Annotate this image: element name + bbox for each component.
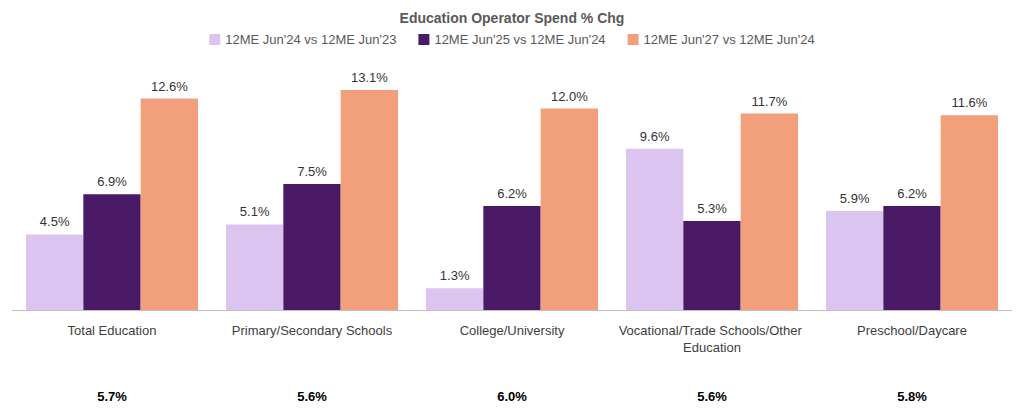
svg-text:6.2%: 6.2% [497,186,527,201]
svg-text:5.7%: 5.7% [97,389,127,404]
svg-text:5.6%: 5.6% [297,389,327,404]
svg-text:Education: Education [683,340,741,355]
svg-text:1.3%: 1.3% [440,268,470,283]
svg-text:Vocational/Trade Schools/Other: Vocational/Trade Schools/Other [619,323,806,338]
svg-text:5.1%: 5.1% [240,204,270,219]
svg-text:11.7%: 11.7% [751,94,787,109]
svg-text:5.3%: 5.3% [697,201,727,216]
svg-text:7.5%: 7.5% [297,164,327,179]
svg-text:6.0%: 6.0% [497,389,527,404]
svg-text:11.6%: 11.6% [951,95,987,110]
svg-text:4.5%: 4.5% [40,214,70,229]
svg-text:9.6%: 9.6% [640,129,670,144]
svg-text:12ME Jun'27 vs 12ME Jun'24: 12ME Jun'27 vs 12ME Jun'24 [644,32,815,47]
svg-text:12.0%: 12.0% [551,89,588,104]
svg-text:6.2%: 6.2% [897,186,927,201]
svg-text:5.8%: 5.8% [897,389,927,404]
svg-text:5.9%: 5.9% [840,191,870,206]
svg-text:12ME Jun'24 vs 12ME Jun'23: 12ME Jun'24 vs 12ME Jun'23 [225,32,396,47]
svg-text:Education Operator Spend % Chg: Education Operator Spend % Chg [400,10,625,26]
svg-text:Preschool/Daycare: Preschool/Daycare [857,323,967,338]
svg-text:Total Education: Total Education [68,323,157,338]
svg-text:College/University: College/University [460,323,565,338]
svg-text:6.9%: 6.9% [97,174,127,189]
svg-text:5.6%: 5.6% [697,389,727,404]
svg-text:Primary/Secondary Schools: Primary/Secondary Schools [232,323,393,338]
svg-text:12.6%: 12.6% [151,79,188,94]
svg-text:12ME Jun'25 vs 12ME Jun'24: 12ME Jun'25 vs 12ME Jun'24 [434,32,605,47]
svg-text:13.1%: 13.1% [351,70,388,85]
